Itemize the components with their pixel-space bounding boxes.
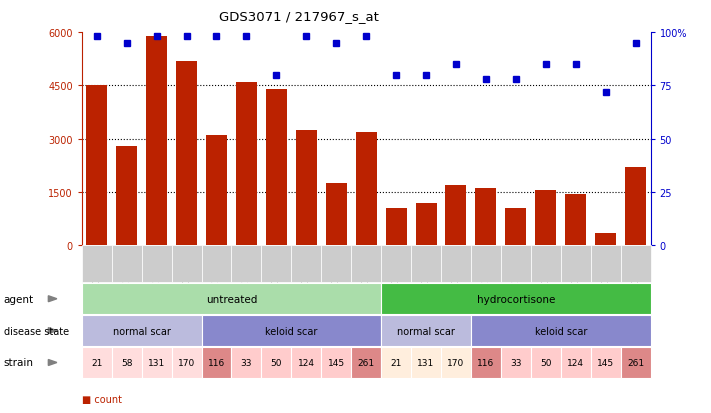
Text: untreated: untreated (205, 294, 257, 304)
Text: 170: 170 (178, 358, 195, 367)
Text: 124: 124 (567, 358, 584, 367)
Text: strain: strain (4, 358, 33, 368)
Bar (506, 209, 526, 246)
Bar (206, 136, 227, 246)
Bar (535, 191, 556, 246)
Bar (385, 209, 407, 246)
Bar (565, 195, 586, 246)
Text: 33: 33 (510, 358, 522, 367)
Bar (446, 185, 466, 246)
Text: 21: 21 (91, 358, 102, 367)
Text: 170: 170 (447, 358, 464, 367)
Bar (595, 233, 616, 246)
Text: 124: 124 (298, 358, 315, 367)
Text: disease state: disease state (4, 326, 69, 336)
Text: 131: 131 (417, 358, 434, 367)
Text: 116: 116 (477, 358, 495, 367)
Text: 50: 50 (271, 358, 282, 367)
Bar (625, 168, 646, 246)
Text: keloid scar: keloid scar (535, 326, 587, 336)
Text: 33: 33 (240, 358, 252, 367)
Text: 50: 50 (540, 358, 552, 367)
Text: keloid scar: keloid scar (265, 326, 318, 336)
Bar (266, 90, 287, 246)
Text: 131: 131 (148, 358, 165, 367)
Text: 261: 261 (627, 358, 644, 367)
Text: normal scar: normal scar (397, 326, 455, 336)
Polygon shape (48, 360, 57, 366)
Bar (326, 184, 347, 246)
Bar (146, 37, 167, 246)
Text: 261: 261 (358, 358, 375, 367)
Bar (176, 62, 197, 246)
Text: hydrocortisone: hydrocortisone (476, 294, 555, 304)
Text: 21: 21 (390, 358, 402, 367)
Bar (236, 83, 257, 246)
Bar (415, 203, 437, 246)
Text: ■ count: ■ count (82, 394, 122, 404)
Text: 58: 58 (121, 358, 132, 367)
Text: normal scar: normal scar (113, 326, 171, 336)
Text: GDS3071 / 217967_s_at: GDS3071 / 217967_s_at (219, 10, 378, 23)
Polygon shape (48, 328, 57, 334)
Bar (86, 86, 107, 246)
Text: agent: agent (4, 294, 33, 304)
Text: 145: 145 (597, 358, 614, 367)
Polygon shape (48, 296, 57, 302)
Bar (356, 132, 377, 246)
Bar (476, 189, 496, 246)
Bar (116, 147, 137, 246)
Bar (296, 131, 317, 246)
Text: 145: 145 (328, 358, 345, 367)
Text: 116: 116 (208, 358, 225, 367)
